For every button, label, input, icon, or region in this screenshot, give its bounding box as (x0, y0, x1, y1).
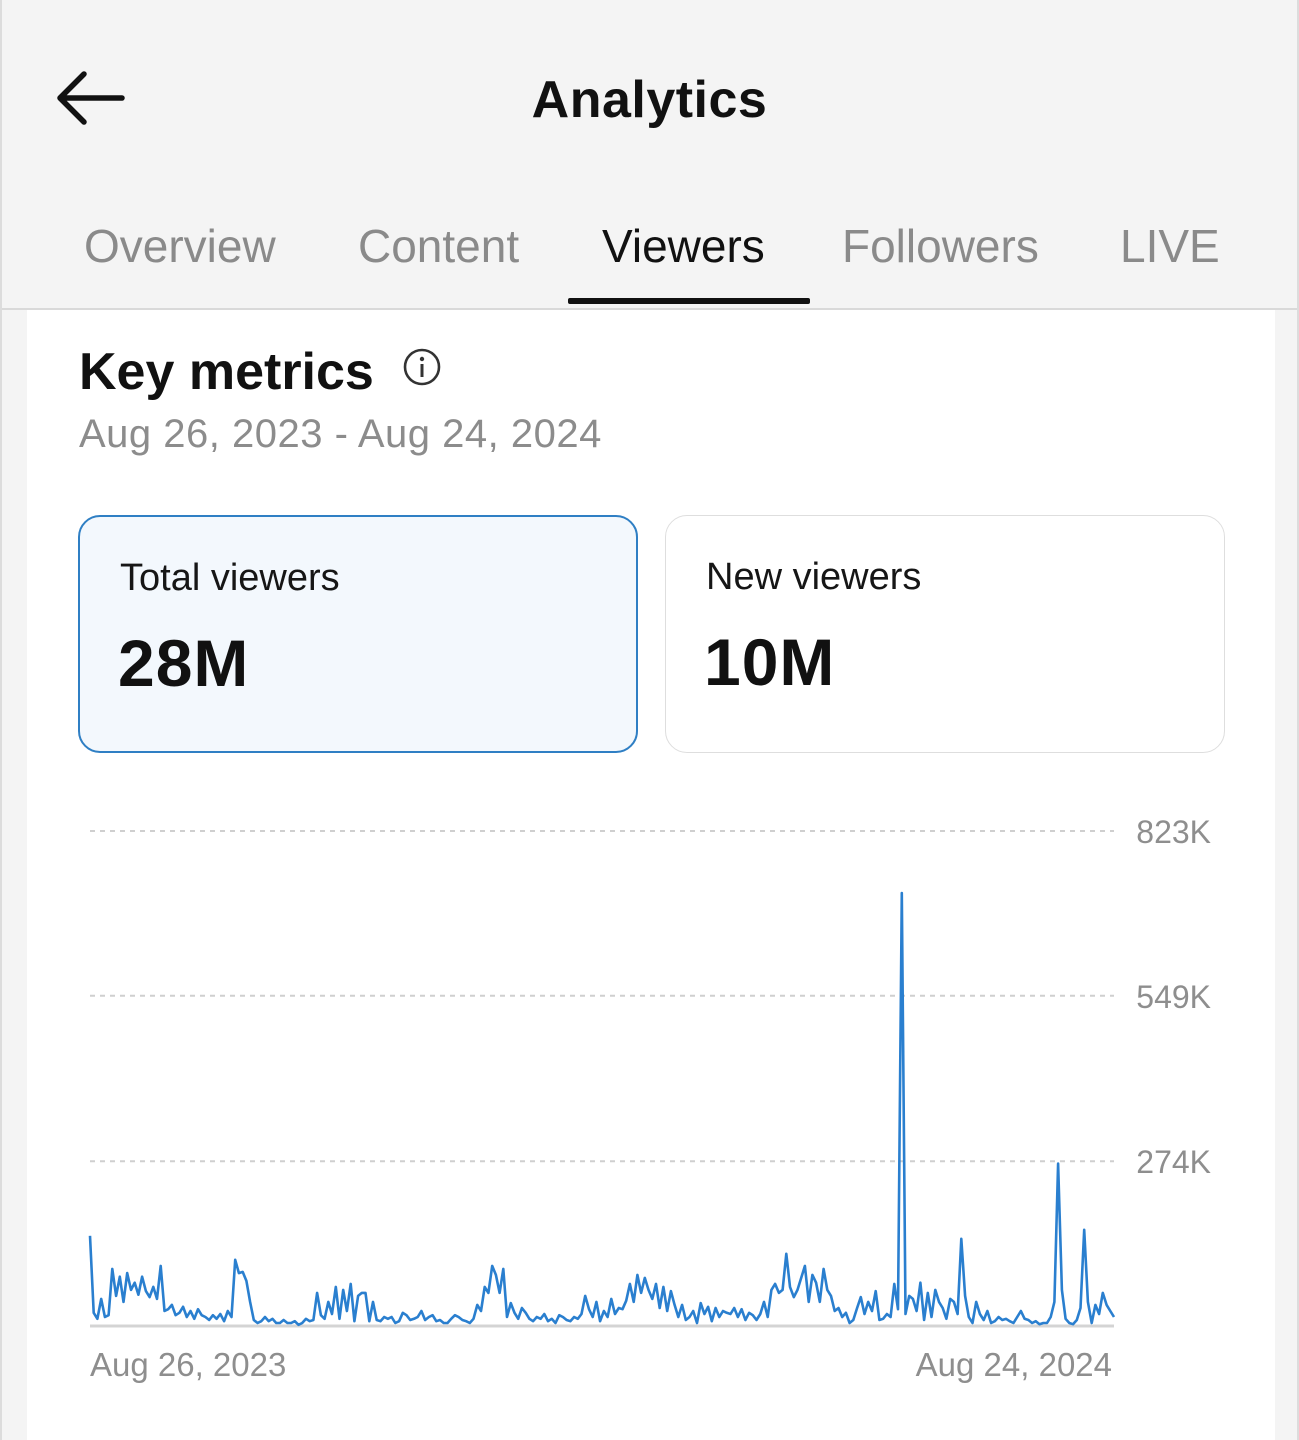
card-value: 28M (118, 626, 250, 700)
y-tick-label: 549K (1136, 979, 1211, 1015)
x-tick-label: Aug 24, 2024 (916, 1346, 1112, 1383)
card-label: Total viewers (120, 557, 340, 599)
active-tab-indicator (568, 298, 810, 304)
y-tick-label: 823K (1136, 814, 1211, 850)
arrow-left-icon (57, 71, 125, 125)
section-title: Key metrics (79, 343, 374, 401)
tab-content[interactable]: Content (358, 220, 520, 272)
page-title: Analytics (531, 71, 768, 129)
tab-followers[interactable]: Followers (842, 220, 1039, 272)
new-viewers-card[interactable]: New viewers 10M (665, 515, 1225, 753)
series-line (88, 891, 1116, 1327)
app-header: Analytics (2, 0, 1297, 200)
key-metrics-panel: Key metrics Aug 26, 2023 - Aug 24, 2024 … (27, 310, 1275, 1440)
back-button[interactable] (54, 66, 126, 130)
tab-overview[interactable]: Overview (84, 220, 276, 272)
date-range: Aug 26, 2023 - Aug 24, 2024 (79, 412, 602, 456)
total-viewers-card[interactable]: Total viewers 28M (78, 515, 638, 753)
tab-bar: Overview Content Viewers Followers LIVE (2, 205, 1297, 310)
tab-viewers[interactable]: Viewers (602, 220, 765, 272)
card-label: New viewers (706, 556, 922, 598)
tab-live[interactable]: LIVE (1120, 220, 1220, 272)
card-value: 10M (704, 625, 836, 699)
y-tick-label: 274K (1136, 1144, 1211, 1180)
info-icon[interactable] (402, 347, 442, 387)
x-tick-label: Aug 26, 2023 (90, 1346, 286, 1383)
